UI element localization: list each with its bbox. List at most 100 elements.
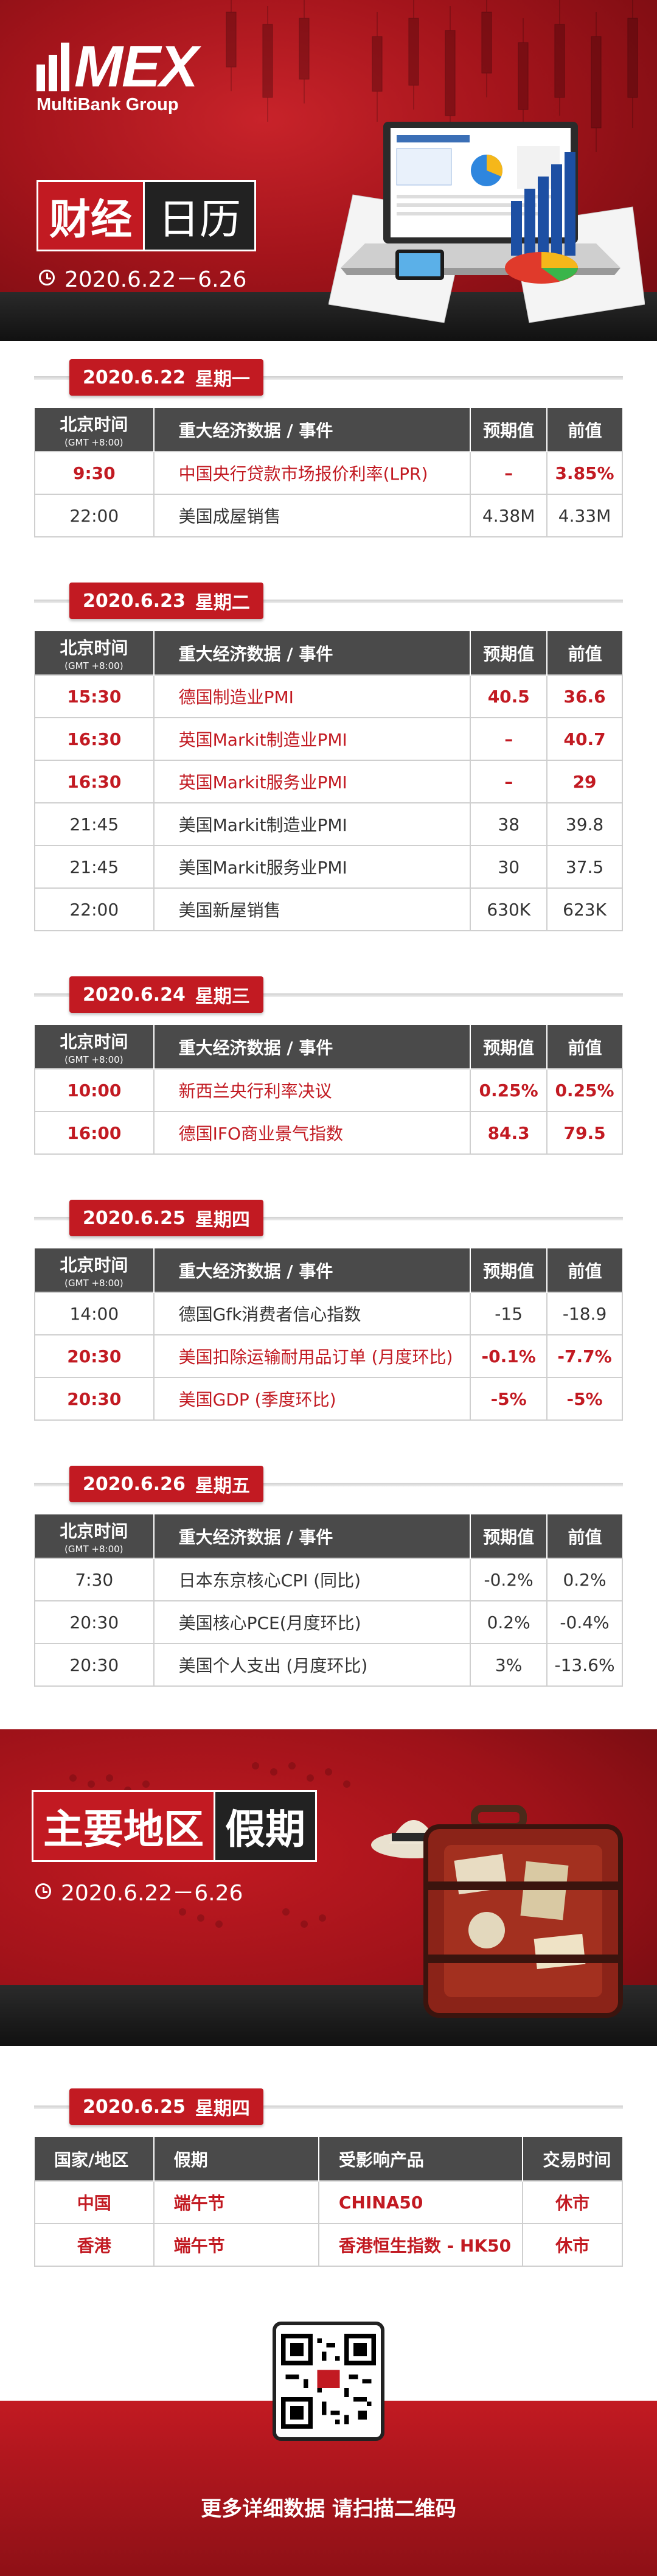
day-header: 2020.6.23 星期二 — [34, 564, 623, 623]
event-name: 德国IFO商业景气指数 — [153, 1111, 471, 1155]
day-tag: 2020.6.22 星期一 — [69, 359, 263, 396]
event-forecast: 30 — [470, 845, 548, 889]
holiday-region: 中国 — [34, 2180, 155, 2224]
laptop-charts-illustration — [328, 122, 645, 323]
footer: 更多详细数据 请扫描二维码 — [0, 2309, 657, 2576]
event-time: 20:30 — [34, 1643, 155, 1687]
col-forecast-header: 预期值 — [470, 408, 548, 452]
day-tag: 2020.6.25 星期四 — [69, 2088, 263, 2125]
events-table: 北京时间 (GMT +8:00) 重大经济数据 / 事件 预期值 前值 15:30… — [34, 631, 623, 931]
day-weekday: 星期一 — [195, 369, 250, 390]
table-row: 16:00 德国IFO商业景气指数 84.3 79.5 — [34, 1111, 623, 1155]
event-forecast: 630K — [470, 887, 548, 931]
event-name: 新西兰央行利率决议 — [153, 1068, 471, 1112]
table-row: 10:00 新西兰央行利率决议 0.25% 0.25% — [34, 1068, 623, 1112]
col-event-header: 重大经济数据 / 事件 — [153, 631, 471, 675]
day-date: 2020.6.24 — [83, 984, 186, 1006]
table-row: 22:00 美国新屋销售 630K 623K — [34, 887, 623, 931]
event-time: 22:00 — [34, 887, 155, 931]
holiday-trading: 休市 — [522, 2180, 623, 2224]
day-section-0622: 2020.6.22 星期一 北京时间 (GMT +8:00) 重大经济数据 / 事… — [0, 341, 657, 537]
events-table: 北京时间 (GMT +8:00) 重大经济数据 / 事件 预期值 前值 10:00… — [34, 1025, 623, 1155]
event-previous: 36.6 — [546, 674, 623, 718]
col-time-header: 北京时间 (GMT +8:00) — [35, 1514, 154, 1558]
table-header-row: 北京时间 (GMT +8:00) 重大经济数据 / 事件 预期值 前值 — [35, 631, 622, 675]
col-previous-header: 前值 — [546, 1025, 622, 1069]
hero-date-text: 2020.6.22－6.26 — [64, 267, 247, 292]
day-section-0626: 2020.6.26 星期五 北京时间 (GMT +8:00) 重大经济数据 / 事… — [0, 1447, 657, 1687]
day-tag: 2020.6.25 星期四 — [69, 1200, 263, 1236]
event-name: 美国个人支出 (月度环比) — [153, 1643, 471, 1687]
event-previous: 39.8 — [546, 802, 623, 846]
col-previous-header: 前值 — [546, 631, 622, 675]
event-previous: 37.5 — [546, 845, 623, 889]
event-previous: 3.85% — [546, 451, 623, 495]
table-row: 16:30 英国Markit服务业PMI – 29 — [34, 760, 623, 803]
holiday-section: 2020.6.25 星期四 国家/地区 假期 受影响产品 交易时间 中国 端午节… — [0, 2070, 657, 2267]
event-name: 中国央行贷款市场报价利率(LPR) — [153, 451, 471, 495]
day-section-0623: 2020.6.23 星期二 北京时间 (GMT +8:00) 重大经济数据 / 事… — [0, 564, 657, 931]
event-previous: -0.4% — [546, 1600, 623, 1644]
day-date: 2020.6.26 — [83, 1473, 186, 1495]
event-time: 16:30 — [34, 717, 155, 761]
event-forecast: 0.25% — [470, 1068, 548, 1112]
clock-icon — [35, 1883, 51, 1899]
table-row: 20:30 美国个人支出 (月度环比) 3% -13.6% — [34, 1643, 623, 1687]
table-header-row: 国家/地区 假期 受影响产品 交易时间 — [35, 2137, 622, 2181]
event-name: 英国Markit服务业PMI — [153, 760, 471, 803]
event-forecast: -15 — [470, 1292, 548, 1335]
col-forecast-header: 预期值 — [470, 631, 548, 675]
day-weekday: 星期五 — [195, 1475, 250, 1497]
day-header: 2020.6.24 星期三 — [34, 958, 623, 1017]
suitcase-hat-illustration — [371, 1805, 623, 2018]
mex-logo: MEX MultiBank Group — [36, 38, 198, 115]
holiday-date-range: 2020.6.22－6.26 — [35, 1875, 243, 1907]
day-tag: 2020.6.24 星期三 — [69, 976, 263, 1013]
col-time-header: 北京时间 (GMT +8:00) — [35, 1248, 154, 1292]
day-header: 2020.6.22 星期一 — [34, 341, 623, 399]
qr-code-icon — [281, 2334, 376, 2429]
event-name: 美国成屋销售 — [153, 494, 471, 537]
holiday-banner: 主要地区 假期 2020.6.22－6.26 — [0, 1729, 657, 2046]
day-weekday: 星期三 — [195, 986, 250, 1007]
title-part1: 财经 — [36, 180, 145, 251]
holiday-name: 端午节 — [153, 2223, 319, 2267]
table-row: 15:30 德国制造业PMI 40.5 36.6 — [34, 674, 623, 718]
event-forecast: 0.2% — [470, 1600, 548, 1644]
table-header-row: 北京时间 (GMT +8:00) 重大经济数据 / 事件 预期值 前值 — [35, 408, 622, 452]
event-name: 日本东京核心CPI (同比) — [153, 1558, 471, 1601]
day-tag: 2020.6.23 星期二 — [69, 583, 263, 619]
day-header: 2020.6.25 星期四 — [34, 1181, 623, 1240]
event-forecast: -5% — [470, 1377, 548, 1421]
col-event-header: 重大经济数据 / 事件 — [153, 1514, 471, 1558]
event-forecast: – — [470, 717, 548, 761]
event-name: 美国Markit制造业PMI — [153, 802, 471, 846]
table-row: 16:30 英国Markit制造业PMI – 40.7 — [34, 717, 623, 761]
event-forecast: 40.5 — [470, 674, 548, 718]
col-previous-header: 前值 — [546, 408, 622, 452]
holiday-trading: 休市 — [522, 2223, 623, 2267]
holiday-product: 香港恒生指数 - HK50 — [318, 2223, 524, 2267]
table-row: 21:45 美国Markit服务业PMI 30 37.5 — [34, 845, 623, 889]
day-weekday: 星期四 — [195, 2098, 250, 2119]
table-row: 20:30 美国核心PCE(月度环比) 0.2% -0.4% — [34, 1600, 623, 1644]
holiday-name: 端午节 — [153, 2180, 319, 2224]
event-time: 16:30 — [34, 760, 155, 803]
day-section-0624: 2020.6.24 星期三 北京时间 (GMT +8:00) 重大经济数据 / 事… — [0, 958, 657, 1155]
event-forecast: -0.2% — [470, 1558, 548, 1601]
event-previous: 0.25% — [546, 1068, 623, 1112]
candlestick-background — [226, 0, 638, 152]
event-time: 9:30 — [34, 451, 155, 495]
event-forecast: 4.38M — [470, 494, 548, 537]
event-previous: 4.33M — [546, 494, 623, 537]
col-product-header: 受影响产品 — [318, 2137, 523, 2181]
event-time: 20:30 — [34, 1377, 155, 1421]
col-previous-header: 前值 — [546, 1248, 622, 1292]
event-previous: -13.6% — [546, 1643, 623, 1687]
day-date: 2020.6.23 — [83, 590, 186, 612]
col-event-header: 重大经济数据 / 事件 — [153, 408, 471, 452]
clock-icon — [39, 270, 55, 285]
event-forecast: – — [470, 760, 548, 803]
qr-code[interactable] — [273, 2322, 384, 2441]
table-row: 20:30 美国GDP (季度环比) -5% -5% — [34, 1377, 623, 1421]
